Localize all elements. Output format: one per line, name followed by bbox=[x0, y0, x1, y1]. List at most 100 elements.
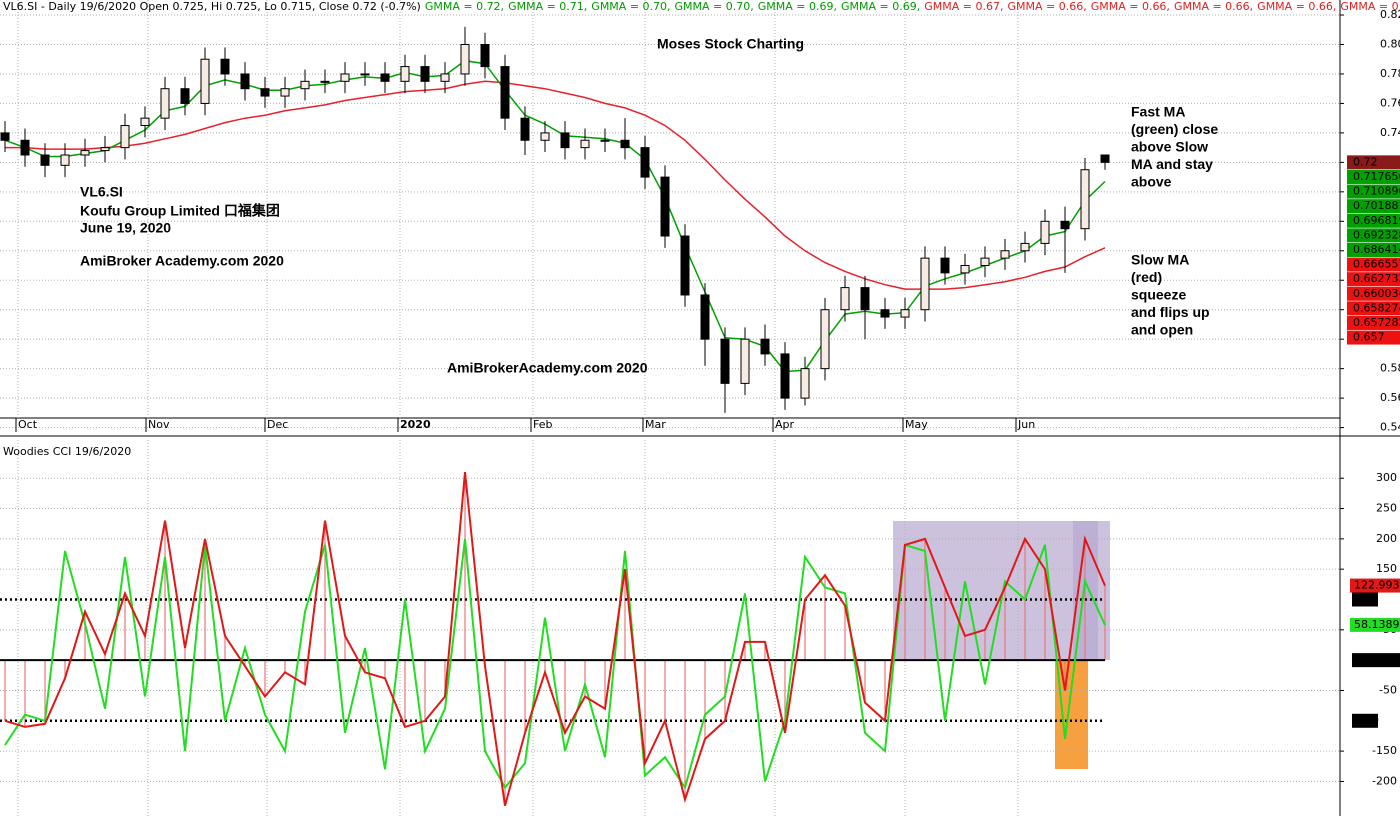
candle-body bbox=[600, 139, 610, 142]
candle-body bbox=[620, 139, 630, 149]
price-label-box bbox=[1347, 315, 1400, 330]
candle-body bbox=[920, 257, 930, 311]
price-label: 0.686414 bbox=[1353, 243, 1400, 256]
annotation: Moses Stock Charting bbox=[657, 36, 804, 52]
candle-body bbox=[860, 287, 870, 311]
candle-body bbox=[880, 309, 890, 318]
candle-body bbox=[280, 88, 290, 97]
price-label: 0.72 bbox=[1353, 155, 1378, 168]
annotation: (green) close bbox=[1131, 121, 1218, 137]
candle-body bbox=[1080, 169, 1090, 230]
cci-line bbox=[4, 538, 1106, 790]
price-label-box bbox=[1347, 330, 1400, 345]
y-tick-label: 0.56 bbox=[1380, 391, 1400, 404]
annotation: Slow MA bbox=[1131, 252, 1189, 268]
level-label-box bbox=[1352, 653, 1400, 668]
price-label: 0.696819 bbox=[1353, 214, 1400, 227]
candle-body bbox=[780, 353, 790, 399]
last-value-box bbox=[1350, 617, 1400, 632]
candle-body bbox=[440, 73, 450, 82]
y-tick-label: -200 bbox=[1372, 774, 1397, 787]
legend-entry: GMMA = 0.69, bbox=[841, 0, 920, 13]
candle-body bbox=[80, 150, 90, 156]
legend-entry: GMMA = 0.66 bbox=[1340, 0, 1400, 13]
level-label: 100 bbox=[1354, 592, 1375, 605]
candle-body bbox=[60, 154, 70, 166]
candle-body bbox=[520, 117, 530, 141]
highlight-box bbox=[1055, 660, 1088, 769]
annotation: AmiBroker Academy.com 2020 bbox=[80, 253, 284, 269]
candle-body bbox=[640, 147, 650, 178]
candle-body bbox=[1100, 154, 1110, 163]
x-tick-label: Feb bbox=[533, 418, 552, 431]
x-tick-label: Jun bbox=[1017, 418, 1035, 431]
candle-body bbox=[800, 368, 810, 399]
legend-entry: GMMA = 0.66, bbox=[1257, 0, 1336, 13]
legend-entry: GMMA = 0.67, bbox=[924, 0, 1003, 13]
y-tick-label: 0.74 bbox=[1380, 126, 1400, 139]
price-label-box bbox=[1347, 199, 1400, 214]
candle-body bbox=[820, 309, 830, 370]
legend-entry: GMMA = 0.71, bbox=[508, 0, 587, 13]
annotation: VL6.SI bbox=[80, 184, 123, 200]
price-label: 0.660034 bbox=[1353, 287, 1400, 300]
y-tick-label: 0.76 bbox=[1380, 96, 1400, 109]
x-tick-label: May bbox=[905, 418, 928, 431]
x-tick-label: Mar bbox=[645, 418, 666, 431]
y-tick-label: 0.58 bbox=[1380, 362, 1400, 375]
candle-body bbox=[180, 88, 190, 104]
candle-body bbox=[660, 176, 670, 237]
candle-body bbox=[420, 66, 430, 82]
price-label-box bbox=[1347, 242, 1400, 257]
candle-body bbox=[140, 117, 150, 127]
legend-entry: GMMA = 0.66, bbox=[1174, 0, 1253, 13]
candle-body bbox=[540, 132, 550, 141]
panel-title: Woodies CCI 19/6/2020 bbox=[3, 445, 131, 458]
y-tick-label: 0.54 bbox=[1380, 421, 1400, 434]
cci-line bbox=[4, 471, 1106, 806]
x-tick-label: Dec bbox=[267, 418, 288, 431]
y-tick-label: 300 bbox=[1376, 471, 1397, 484]
candle-body bbox=[260, 88, 270, 97]
highlight-box bbox=[893, 521, 1098, 660]
price-label-box bbox=[1347, 228, 1400, 243]
candle-body bbox=[980, 257, 990, 267]
price-label: 0.662733 bbox=[1353, 272, 1400, 285]
candle-body bbox=[240, 73, 250, 90]
annotation: AmiBrokerAcademy.com 2020 bbox=[447, 360, 648, 376]
candle-body bbox=[220, 58, 230, 75]
y-tick-label: -150 bbox=[1372, 744, 1397, 757]
y-tick-label: 250 bbox=[1376, 502, 1397, 515]
annotation: squeeze bbox=[1131, 287, 1186, 303]
annotation: Koufu Group Limited 口福集团 bbox=[80, 203, 280, 219]
candle-body bbox=[480, 43, 490, 68]
legend-entry: GMMA = 0.66, bbox=[1007, 0, 1086, 13]
price-label-box bbox=[1347, 213, 1400, 228]
candle-body bbox=[200, 58, 210, 104]
price-label-box bbox=[1347, 301, 1400, 316]
last-value-box bbox=[1350, 578, 1400, 593]
candle-body bbox=[840, 287, 850, 311]
price-label: 0.692328 bbox=[1353, 228, 1400, 241]
annotation: MA and stay bbox=[1131, 156, 1213, 172]
candle-body bbox=[100, 147, 110, 152]
price-label-box bbox=[1347, 286, 1400, 301]
candle-body bbox=[580, 139, 590, 149]
level-label: -100 bbox=[1354, 714, 1379, 727]
candle-body bbox=[340, 73, 350, 82]
last-value-label: 122.993 bbox=[1354, 579, 1400, 592]
candle-body bbox=[720, 338, 730, 384]
candle-body bbox=[1020, 242, 1030, 252]
candle-body bbox=[760, 338, 770, 355]
price-label: 0.701881 bbox=[1353, 199, 1400, 212]
level-label-box bbox=[1352, 592, 1378, 607]
level-label-box bbox=[1352, 713, 1378, 728]
price-label: 0.717656 bbox=[1353, 170, 1400, 183]
candle-body bbox=[40, 154, 50, 166]
candle-body bbox=[120, 125, 130, 149]
price-label-box bbox=[1347, 184, 1400, 199]
annotation: June 19, 2020 bbox=[80, 220, 171, 236]
